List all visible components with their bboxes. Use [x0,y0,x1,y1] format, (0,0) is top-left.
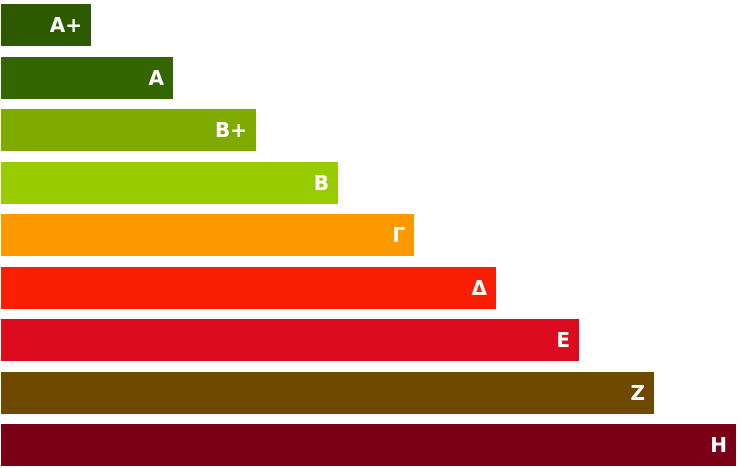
rating-label: H [710,433,727,457]
rating-label: A [148,66,164,90]
rating-bar-h: H [1,424,736,466]
rating-bar-a: A [1,57,173,99]
rating-bar-z: Z [1,372,654,414]
rating-label: B [313,171,329,195]
rating-bar-b: B [1,162,338,204]
rating-bar-b-plus: B+ [1,109,256,151]
rating-bar-e: E [1,319,579,361]
rating-label: Γ [392,223,405,247]
rating-bar-delta: Δ [1,267,496,309]
rating-label: E [556,328,570,352]
rating-label: Z [630,381,645,405]
rating-label: A+ [49,13,82,37]
rating-bar-gamma: Γ [1,214,414,256]
rating-label: B+ [214,118,247,142]
rating-bar-a-plus: A+ [1,4,91,46]
rating-label: Δ [471,276,487,300]
